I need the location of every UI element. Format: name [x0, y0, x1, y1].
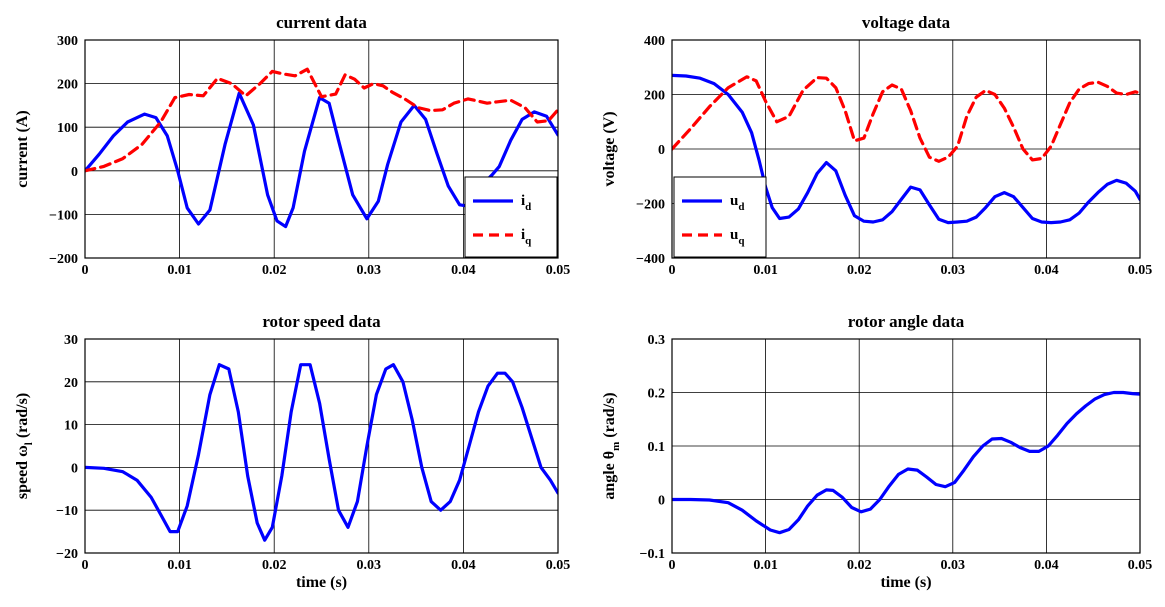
x-tick-label: 0: [669, 263, 676, 278]
x-tick-label: 0.02: [262, 558, 287, 573]
chart-panel-3: 0 0.01 0.02 0.03 0.04 0.05 −20 −10 0 10 20 30 rotor …: [14, 312, 570, 591]
chart-title: current data: [276, 13, 367, 32]
y-tick-label: 30: [64, 333, 78, 348]
y-tick-label: 0.1: [648, 440, 666, 455]
y-tick-label: 10: [64, 419, 78, 434]
x-tick-label: 0.05: [546, 558, 571, 573]
y-tick-label: −200: [49, 252, 78, 267]
plot-area: [85, 339, 558, 553]
x-axis-label: time (s): [880, 574, 931, 591]
y-tick-label: −400: [636, 252, 665, 267]
y-axis-label: current (A): [14, 110, 31, 187]
x-tick-label: 0: [82, 263, 89, 278]
x-tick-label: 0.05: [546, 263, 571, 278]
y-tick-label: −100: [49, 208, 78, 223]
y-tick-label: 0: [71, 461, 78, 476]
y-axis-label: angle θm (rad/s): [601, 392, 622, 499]
x-tick-label: 0.05: [1128, 263, 1153, 278]
x-tick-label: 0.04: [1034, 263, 1059, 278]
legend-box: [464, 176, 558, 258]
legend-label-d: id: [521, 193, 531, 213]
y-axis-label-sub: m: [610, 442, 622, 451]
y-axis-label-sub: l: [23, 442, 35, 445]
y-tick-label: 0: [658, 494, 665, 509]
axes-frame: [84, 338, 559, 554]
y-tick-label: 200: [57, 78, 78, 93]
x-tick-label: 0.01: [167, 558, 192, 573]
series-line-d: [672, 390, 1140, 535]
y-tick-label: 300: [57, 34, 78, 49]
chart-panel-2: 0 0.01 0.02 0.03 0.04 0.05 −400 −200 0 200 400 volt…: [601, 13, 1152, 278]
x-tick-label: 0.02: [847, 558, 872, 573]
x-tick-label: 0.04: [451, 263, 476, 278]
x-tick-label: 0.03: [941, 558, 966, 573]
x-tick-label: 0: [669, 558, 676, 573]
chart-title: rotor angle data: [848, 312, 965, 331]
legend-label-sub: d: [525, 201, 531, 213]
y-tick-label: 20: [64, 376, 78, 391]
y-axis-label-main: angle θ: [601, 451, 618, 500]
y-axis-label-unit: (rad/s): [14, 393, 31, 442]
axes-frame: [671, 338, 1141, 554]
x-tick-label: 0.03: [357, 558, 382, 573]
legend-label-main: i: [521, 227, 525, 243]
y-axis-label-main: speed ω: [14, 445, 31, 499]
y-tick-label: 0: [658, 143, 665, 158]
x-tick-label: 0.04: [1034, 558, 1059, 573]
series-line-q: [672, 75, 1140, 163]
x-tick-label: 0.01: [167, 263, 192, 278]
x-tick-label: 0.02: [847, 263, 872, 278]
x-axis-label: time (s): [296, 574, 347, 591]
x-tick-label: 0.05: [1128, 558, 1153, 573]
y-tick-label: 400: [644, 34, 665, 49]
legend-label-d: ud: [730, 193, 744, 213]
y-tick-label: 100: [57, 121, 78, 136]
x-tick-label: 0.02: [262, 263, 287, 278]
y-tick-label: 0: [71, 165, 78, 180]
y-axis-label-unit: (rad/s): [601, 392, 618, 441]
series-line-d: [85, 363, 558, 542]
y-tick-label: 200: [644, 89, 665, 104]
y-axis-label: voltage (V): [601, 111, 618, 186]
y-tick-label: 0.2: [648, 387, 666, 402]
legend-label-main: i: [521, 193, 525, 209]
y-tick-label: −20: [56, 547, 78, 562]
chart-title: rotor speed data: [262, 312, 381, 331]
legend-label-main: u: [730, 227, 738, 243]
x-tick-label: 0.01: [753, 558, 778, 573]
y-tick-label: −10: [56, 504, 78, 519]
series-line-q: [85, 67, 558, 173]
y-axis-label: speed ωl (rad/s): [14, 393, 35, 499]
y-tick-label: 0.3: [648, 333, 666, 348]
axes-frame: [84, 39, 559, 259]
chart-title: voltage data: [862, 13, 951, 32]
legend-label-sub: d: [738, 201, 744, 213]
legend-label-q: iq: [521, 227, 532, 247]
y-tick-label: −0.1: [640, 547, 665, 562]
legend-label-sub: q: [525, 235, 532, 247]
legend-label-main: u: [730, 193, 738, 209]
x-tick-label: 0.04: [451, 558, 476, 573]
legend-box: [673, 176, 767, 258]
x-tick-label: 0.03: [941, 263, 966, 278]
x-tick-label: 0.03: [357, 263, 382, 278]
series-line-d: [672, 73, 1140, 225]
axes-frame: [671, 39, 1141, 259]
x-tick-label: 0.01: [753, 263, 778, 278]
chart-panel-4: 0 0.01 0.02 0.03 0.04 0.05 −0.1 0 0.1 0.2 0.3 rotor…: [601, 312, 1152, 591]
x-tick-label: 0: [82, 558, 89, 573]
y-tick-label: −200: [636, 198, 665, 213]
legend-label-q: uq: [730, 227, 745, 247]
chart-panel-1: 0 0.01 0.02 0.03 0.04 0.05 −200 −100 0 100 200 300 c…: [14, 13, 570, 278]
legend-label-sub: q: [738, 235, 745, 247]
